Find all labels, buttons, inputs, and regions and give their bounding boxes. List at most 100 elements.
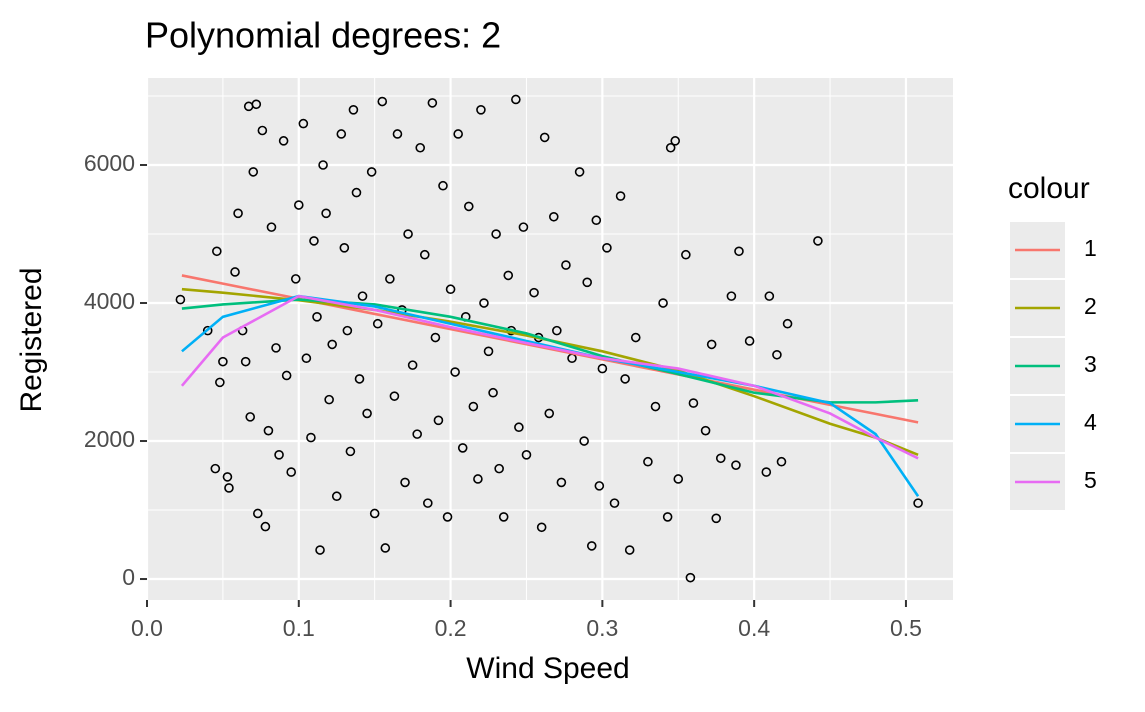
point	[609, 498, 620, 508]
point	[670, 136, 681, 146]
point	[681, 249, 691, 260]
point	[324, 394, 334, 405]
point	[286, 467, 296, 477]
point	[336, 129, 347, 139]
point	[643, 456, 653, 467]
point	[468, 401, 479, 412]
point	[579, 436, 589, 446]
point	[260, 521, 271, 532]
point	[591, 215, 602, 226]
point	[248, 167, 259, 177]
point	[345, 446, 356, 457]
point	[582, 277, 592, 288]
panel	[147, 78, 953, 600]
point	[479, 298, 489, 308]
y-tick-label: 6000	[84, 150, 135, 176]
point	[813, 236, 823, 246]
point	[301, 353, 312, 364]
point	[511, 94, 521, 105]
x-tick-label: 0.1	[283, 615, 315, 641]
point	[366, 167, 377, 177]
point	[385, 274, 395, 284]
x-tick-label: 0.3	[586, 615, 618, 641]
point	[782, 318, 793, 329]
point	[210, 463, 221, 474]
x-tick-label: 0.0	[131, 615, 163, 641]
point	[263, 425, 274, 436]
point	[312, 312, 322, 322]
point	[212, 246, 222, 257]
point	[764, 291, 775, 301]
point	[761, 467, 772, 477]
point	[445, 284, 456, 295]
legend-label: 4	[1084, 409, 1097, 435]
x-tick-label: 0.5	[890, 615, 922, 641]
point	[327, 339, 337, 350]
point	[450, 367, 460, 377]
point	[403, 229, 413, 239]
point	[552, 325, 562, 336]
point	[715, 453, 726, 464]
legend-title: colour	[1008, 172, 1090, 205]
point	[419, 249, 430, 260]
point	[650, 401, 661, 412]
point	[309, 236, 319, 246]
point	[392, 129, 403, 139]
x-tick-label: 0.4	[738, 615, 770, 641]
point	[251, 99, 262, 110]
point	[529, 287, 539, 298]
point	[372, 318, 383, 329]
point	[658, 298, 668, 308]
fit-line	[180, 294, 919, 460]
point	[274, 450, 284, 460]
point	[483, 346, 494, 357]
legend-label: 5	[1084, 467, 1097, 493]
y-tick-label: 2000	[84, 426, 135, 452]
point	[544, 408, 555, 419]
point	[630, 332, 641, 343]
point	[331, 491, 342, 502]
point	[257, 125, 268, 136]
y-tick-label: 4000	[84, 288, 135, 314]
point	[726, 291, 737, 301]
point	[594, 481, 605, 491]
point	[433, 415, 444, 426]
point	[597, 363, 608, 374]
point	[230, 267, 240, 277]
point	[514, 422, 524, 433]
point	[457, 443, 468, 453]
point	[218, 356, 228, 367]
legend-label: 3	[1084, 351, 1097, 377]
point	[561, 260, 571, 270]
point	[574, 167, 585, 177]
point	[731, 460, 741, 470]
point	[380, 543, 391, 553]
point	[423, 498, 433, 508]
point	[518, 222, 529, 232]
point	[321, 208, 331, 219]
point	[913, 498, 923, 508]
point	[348, 105, 359, 115]
point	[351, 187, 362, 198]
legend-label: 1	[1084, 235, 1097, 261]
point	[665, 142, 676, 153]
point	[253, 508, 263, 519]
point	[306, 432, 316, 443]
point	[488, 387, 498, 398]
point	[498, 512, 509, 522]
point	[491, 229, 501, 239]
point	[271, 343, 281, 353]
point	[339, 243, 350, 253]
point	[389, 391, 400, 401]
point	[342, 325, 353, 336]
point	[688, 398, 699, 408]
point	[772, 349, 782, 360]
point	[202, 325, 213, 336]
point	[539, 132, 550, 143]
point	[463, 201, 474, 212]
point	[427, 98, 438, 108]
point	[662, 512, 673, 522]
point	[706, 339, 717, 350]
y-tick-label: 0	[122, 564, 135, 590]
